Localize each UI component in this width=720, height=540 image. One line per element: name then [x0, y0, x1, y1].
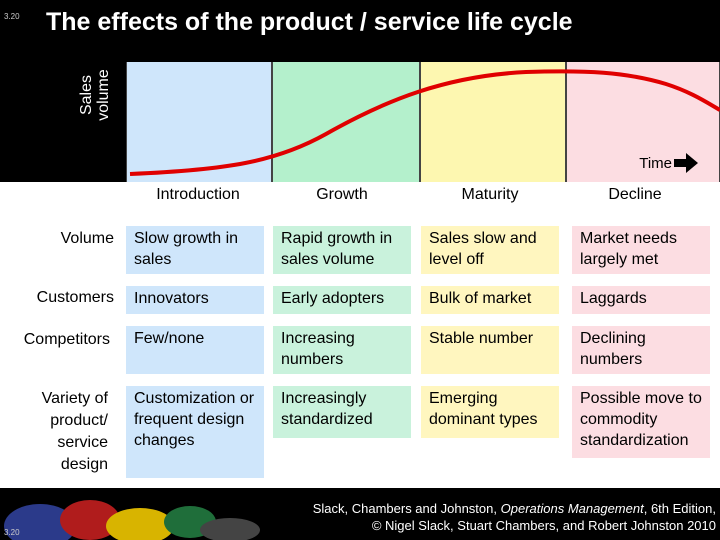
stage-header-growth: Growth	[316, 186, 368, 203]
stage-header-maturity: Maturity	[461, 186, 519, 203]
citation-book-title: Operations Management	[500, 501, 644, 516]
slide-title: The effects of the product / service lif…	[46, 8, 573, 36]
cell-competitors-growth: Increasing numbers	[273, 326, 411, 374]
slide-number-bottom: 3.20	[4, 528, 20, 537]
cell-customers-decline: Laggards	[572, 286, 710, 314]
stage-header-decline: Decline	[608, 186, 662, 203]
cell-customers-maturity: Bulk of market	[421, 286, 559, 314]
citation-line-1: Slack, Chambers and Johnston, Operations…	[280, 500, 716, 517]
stage-header-introduction: Introduction	[156, 186, 240, 203]
cell-variety-growth: Increasingly standardized	[273, 386, 411, 438]
citation: Slack, Chambers and Johnston, Operations…	[280, 500, 716, 534]
cell-competitors-decline: Declining numbers	[572, 326, 710, 374]
decorative-image	[4, 500, 260, 540]
life-cycle-chart	[126, 62, 720, 182]
cell-customers-introduction: Innovators	[126, 286, 264, 314]
row-label-variety: Variety of product/ service design	[41, 390, 108, 473]
row-label-competitors: Competitors	[23, 331, 110, 348]
x-axis-label: Time	[639, 155, 672, 172]
cell-variety-decline: Possible move to commodity standardizati…	[572, 386, 710, 458]
row-label-volume: Volume	[60, 230, 114, 247]
arrow-right-icon	[674, 153, 698, 173]
sales-curve	[129, 69, 720, 176]
cell-variety-introduction: Customization or frequent design changes	[126, 386, 264, 478]
band-maturity	[420, 62, 566, 182]
citation-line-2: © Nigel Slack, Stuart Chambers, and Robe…	[371, 518, 716, 533]
cell-volume-maturity: Sales slow and level off	[421, 226, 559, 274]
cell-volume-decline: Market needs largely met	[572, 226, 710, 274]
row-label-customers: Customers	[36, 289, 114, 306]
cell-variety-maturity: Emerging dominant types	[421, 386, 559, 438]
slide-number-top: 3.20	[4, 12, 20, 21]
cell-competitors-introduction: Few/none	[126, 326, 264, 374]
citation-edition: , 6th Edition,	[643, 501, 716, 516]
citation-authors: Slack, Chambers and Johnston,	[312, 501, 497, 516]
cell-customers-growth: Early adopters	[273, 286, 411, 314]
cell-competitors-maturity: Stable number	[421, 326, 559, 374]
cell-volume-growth: Rapid growth in sales volume	[273, 226, 411, 274]
y-axis-label: Sales volume	[78, 69, 112, 121]
cell-volume-introduction: Slow growth in sales	[126, 226, 264, 274]
